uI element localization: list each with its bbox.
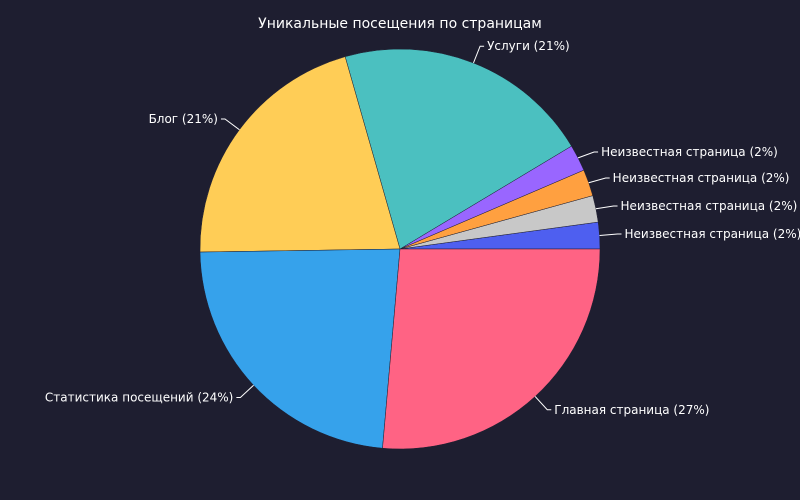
slice-label-4: Услуги (21%) — [487, 39, 570, 53]
pie-slice-4 — [344, 48, 572, 250]
slice-label-5: Блог (21%) — [149, 112, 218, 126]
leader-line-1 — [595, 205, 618, 210]
leader-line-2 — [588, 177, 610, 184]
slice-label-1: Неизвестная страница (2%) — [621, 199, 798, 213]
leader-line-7 — [534, 396, 552, 411]
pie-slice-7 — [382, 248, 601, 450]
leader-line-6 — [236, 384, 254, 398]
leader-line-4 — [473, 45, 485, 64]
slice-label-7: Главная страница (27%) — [554, 403, 709, 417]
slice-label-0: Неизвестная страница (2%) — [625, 227, 800, 241]
slice-label-3: Неизвестная страница (2%) — [601, 145, 778, 159]
slice-label-2: Неизвестная страница (2%) — [613, 171, 790, 185]
slices-group — [199, 48, 601, 450]
chart-title: Уникальные посещения по страницам — [258, 16, 542, 32]
slice-label-6: Статистика посещений (24%) — [45, 390, 233, 404]
pie-slice-6 — [199, 248, 401, 449]
leader-line-0 — [599, 233, 622, 236]
labels-group: Неизвестная страница (2%) Неизвестная стр… — [45, 39, 800, 417]
leader-line-3 — [577, 151, 599, 159]
leader-line-5 — [220, 118, 240, 131]
pie-slice-5 — [199, 56, 401, 253]
